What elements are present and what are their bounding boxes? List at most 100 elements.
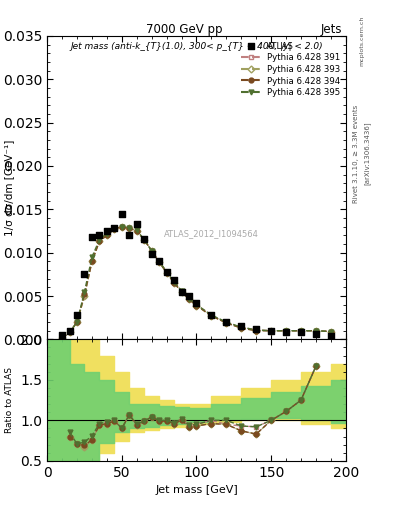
Pythia 6.428 394 [187, 296, 191, 303]
Line: Pythia 6.428 391: Pythia 6.428 391 [60, 224, 333, 340]
Pythia 6.428 391 [90, 258, 94, 264]
Pythia 6.428 394 [134, 228, 139, 234]
Text: ATLAS_2012_I1094564: ATLAS_2012_I1094564 [164, 229, 259, 238]
Pythia 6.428 394 [75, 319, 79, 325]
Pythia 6.428 393 [82, 293, 87, 299]
Pythia 6.428 391 [209, 312, 214, 318]
Pythia 6.428 394 [254, 328, 259, 334]
Pythia 6.428 391 [299, 328, 303, 334]
Pythia 6.428 393 [164, 269, 169, 275]
Pythia 6.428 393 [284, 328, 288, 334]
Pythia 6.428 393 [149, 248, 154, 254]
Text: mcplots.cern.ch: mcplots.cern.ch [359, 16, 364, 66]
ATLAS [313, 330, 319, 338]
Pythia 6.428 395 [112, 225, 117, 231]
Pythia 6.428 395 [329, 329, 333, 335]
Pythia 6.428 395 [67, 329, 72, 335]
Pythia 6.428 394 [82, 291, 87, 297]
Pythia 6.428 391 [187, 295, 191, 302]
ATLAS [178, 288, 185, 296]
ATLAS [66, 327, 73, 335]
Pythia 6.428 391 [314, 328, 318, 334]
ATLAS [74, 311, 80, 319]
ATLAS [193, 299, 200, 307]
Pythia 6.428 394 [239, 325, 244, 331]
Pythia 6.428 394 [127, 225, 132, 231]
Pythia 6.428 393 [75, 319, 79, 325]
Pythia 6.428 393 [254, 328, 259, 334]
Pythia 6.428 393 [157, 259, 162, 265]
ATLAS [186, 292, 192, 300]
Pythia 6.428 394 [97, 238, 102, 244]
Pythia 6.428 393 [194, 303, 199, 309]
ATLAS [59, 331, 65, 339]
Pythia 6.428 391 [254, 327, 259, 333]
Pythia 6.428 395 [194, 302, 199, 308]
Pythia 6.428 395 [239, 324, 244, 330]
Pythia 6.428 394 [142, 237, 147, 243]
Pythia 6.428 394 [329, 329, 333, 335]
Pythia 6.428 395 [127, 225, 132, 231]
Line: Pythia 6.428 394: Pythia 6.428 394 [60, 224, 333, 340]
Pythia 6.428 393 [134, 228, 139, 234]
Pythia 6.428 395 [299, 328, 303, 334]
Pythia 6.428 395 [209, 312, 214, 318]
Pythia 6.428 391 [239, 324, 244, 330]
Pythia 6.428 391 [172, 279, 176, 285]
Pythia 6.428 395 [157, 258, 162, 264]
Pythia 6.428 394 [194, 303, 199, 309]
Pythia 6.428 395 [269, 328, 274, 334]
ATLAS [89, 233, 95, 241]
Pythia 6.428 395 [314, 328, 318, 334]
Pythia 6.428 391 [269, 328, 274, 334]
Pythia 6.428 391 [284, 328, 288, 334]
Pythia 6.428 395 [172, 279, 176, 285]
ATLAS [126, 231, 132, 240]
Text: Rivet 3.1.10, ≥ 3.3M events: Rivet 3.1.10, ≥ 3.3M events [353, 104, 359, 203]
Pythia 6.428 394 [90, 258, 94, 264]
Pythia 6.428 394 [224, 320, 229, 326]
Text: 7000 GeV pp: 7000 GeV pp [147, 23, 223, 36]
Pythia 6.428 391 [67, 329, 72, 335]
Pythia 6.428 391 [97, 237, 102, 243]
Pythia 6.428 395 [179, 288, 184, 294]
ATLAS [81, 270, 88, 279]
Pythia 6.428 393 [224, 320, 229, 326]
Pythia 6.428 391 [127, 225, 132, 231]
Pythia 6.428 393 [314, 328, 318, 334]
ATLAS [328, 332, 334, 340]
Pythia 6.428 395 [134, 227, 139, 233]
Pythia 6.428 391 [134, 228, 139, 234]
Pythia 6.428 391 [329, 329, 333, 335]
Pythia 6.428 394 [164, 269, 169, 275]
ATLAS [163, 268, 170, 276]
Pythia 6.428 395 [149, 248, 154, 254]
Pythia 6.428 393 [187, 296, 191, 303]
ATLAS [96, 231, 103, 240]
ATLAS [141, 234, 147, 243]
Pythia 6.428 391 [149, 248, 154, 254]
Pythia 6.428 394 [112, 226, 117, 232]
Line: Pythia 6.428 393: Pythia 6.428 393 [60, 224, 333, 340]
Pythia 6.428 393 [269, 328, 274, 334]
Text: Jet mass (anti-k_{T}(1.0), 300< p_{T} < 400, |y| < 2.0): Jet mass (anti-k_{T}(1.0), 300< p_{T} < … [70, 42, 323, 51]
Pythia 6.428 393 [112, 226, 117, 232]
Text: [arXiv:1306.3436]: [arXiv:1306.3436] [364, 122, 371, 185]
Pythia 6.428 394 [314, 328, 318, 334]
Pythia 6.428 391 [157, 258, 162, 264]
ATLAS [223, 318, 230, 326]
Pythia 6.428 391 [105, 230, 109, 237]
Pythia 6.428 394 [119, 224, 124, 230]
Pythia 6.428 393 [329, 329, 333, 335]
Pythia 6.428 395 [164, 269, 169, 275]
ATLAS [268, 327, 274, 335]
Pythia 6.428 395 [60, 334, 64, 340]
Pythia 6.428 394 [299, 328, 303, 334]
Pythia 6.428 395 [82, 289, 87, 295]
ATLAS [156, 257, 162, 265]
Pythia 6.428 394 [67, 329, 72, 335]
Pythia 6.428 393 [97, 238, 102, 244]
X-axis label: Jet mass [GeV]: Jet mass [GeV] [155, 485, 238, 495]
Pythia 6.428 394 [172, 280, 176, 286]
Pythia 6.428 393 [172, 280, 176, 286]
